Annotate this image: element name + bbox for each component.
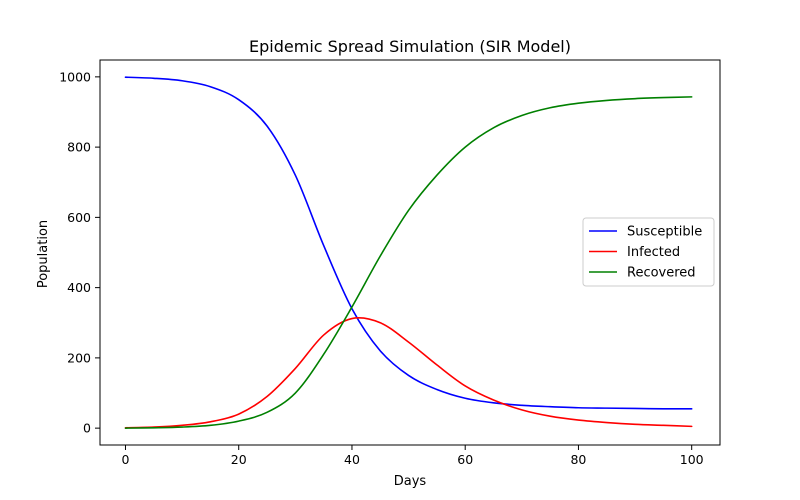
y-tick-label: 600: [67, 210, 91, 225]
y-tick-label: 800: [67, 140, 91, 155]
y-tick-label: 400: [67, 280, 91, 295]
legend-label-recovered: Recovered: [627, 266, 696, 281]
x-tick-label: 0: [122, 452, 130, 467]
y-tick-label: 1000: [59, 69, 91, 84]
y-axis: 0 200 400 600 800 1000: [59, 69, 100, 436]
x-axis-label: Days: [394, 474, 427, 489]
series-line-infected: [124, 316, 693, 429]
legend-box: [582, 217, 715, 287]
series-line-susceptible: [124, 76, 693, 410]
plot-area: 0 20 40 60 80 100 0 200 400 600 800 1000: [59, 59, 721, 467]
legend-label-infected: Infected: [627, 245, 680, 260]
chart-title: Epidemic Spread Simulation (SIR Model): [249, 37, 571, 56]
series-line-recovered: [124, 96, 693, 429]
x-tick-label: 60: [457, 452, 473, 467]
x-axis: 0 20 40 60 80 100: [122, 445, 704, 467]
x-tick-label: 100: [680, 452, 704, 467]
y-tick-label: 200: [67, 350, 91, 365]
y-tick-label: 0: [83, 421, 91, 436]
series-layer: [124, 76, 693, 429]
x-tick-label: 20: [231, 452, 247, 467]
x-tick-label: 40: [344, 452, 360, 467]
legend: Susceptible Infected Recovered: [582, 217, 715, 287]
plot-frame: [99, 59, 721, 446]
x-tick-label: 80: [570, 452, 586, 467]
legend-label-susceptible: Susceptible: [627, 225, 702, 240]
y-axis-label: Population: [36, 220, 51, 288]
